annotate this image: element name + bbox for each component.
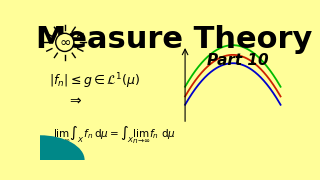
- Text: $\infty$: $\infty$: [59, 35, 71, 49]
- Text: Measure Theory: Measure Theory: [36, 25, 312, 54]
- Text: $\Rightarrow$: $\Rightarrow$: [67, 92, 83, 106]
- Text: $\lim_{n\to\infty} \int_X f_n \, \mathrm{d}\mu = \int_X \lim_{n\to\infty} f_n \,: $\lim_{n\to\infty} \int_X f_n \, \mathrm…: [53, 125, 176, 146]
- Text: $|f_n| \leq g \in \mathcal{L}^1(\mu)$: $|f_n| \leq g \in \mathcal{L}^1(\mu)$: [49, 71, 140, 91]
- Wedge shape: [40, 135, 84, 160]
- Text: Part 10: Part 10: [206, 53, 268, 68]
